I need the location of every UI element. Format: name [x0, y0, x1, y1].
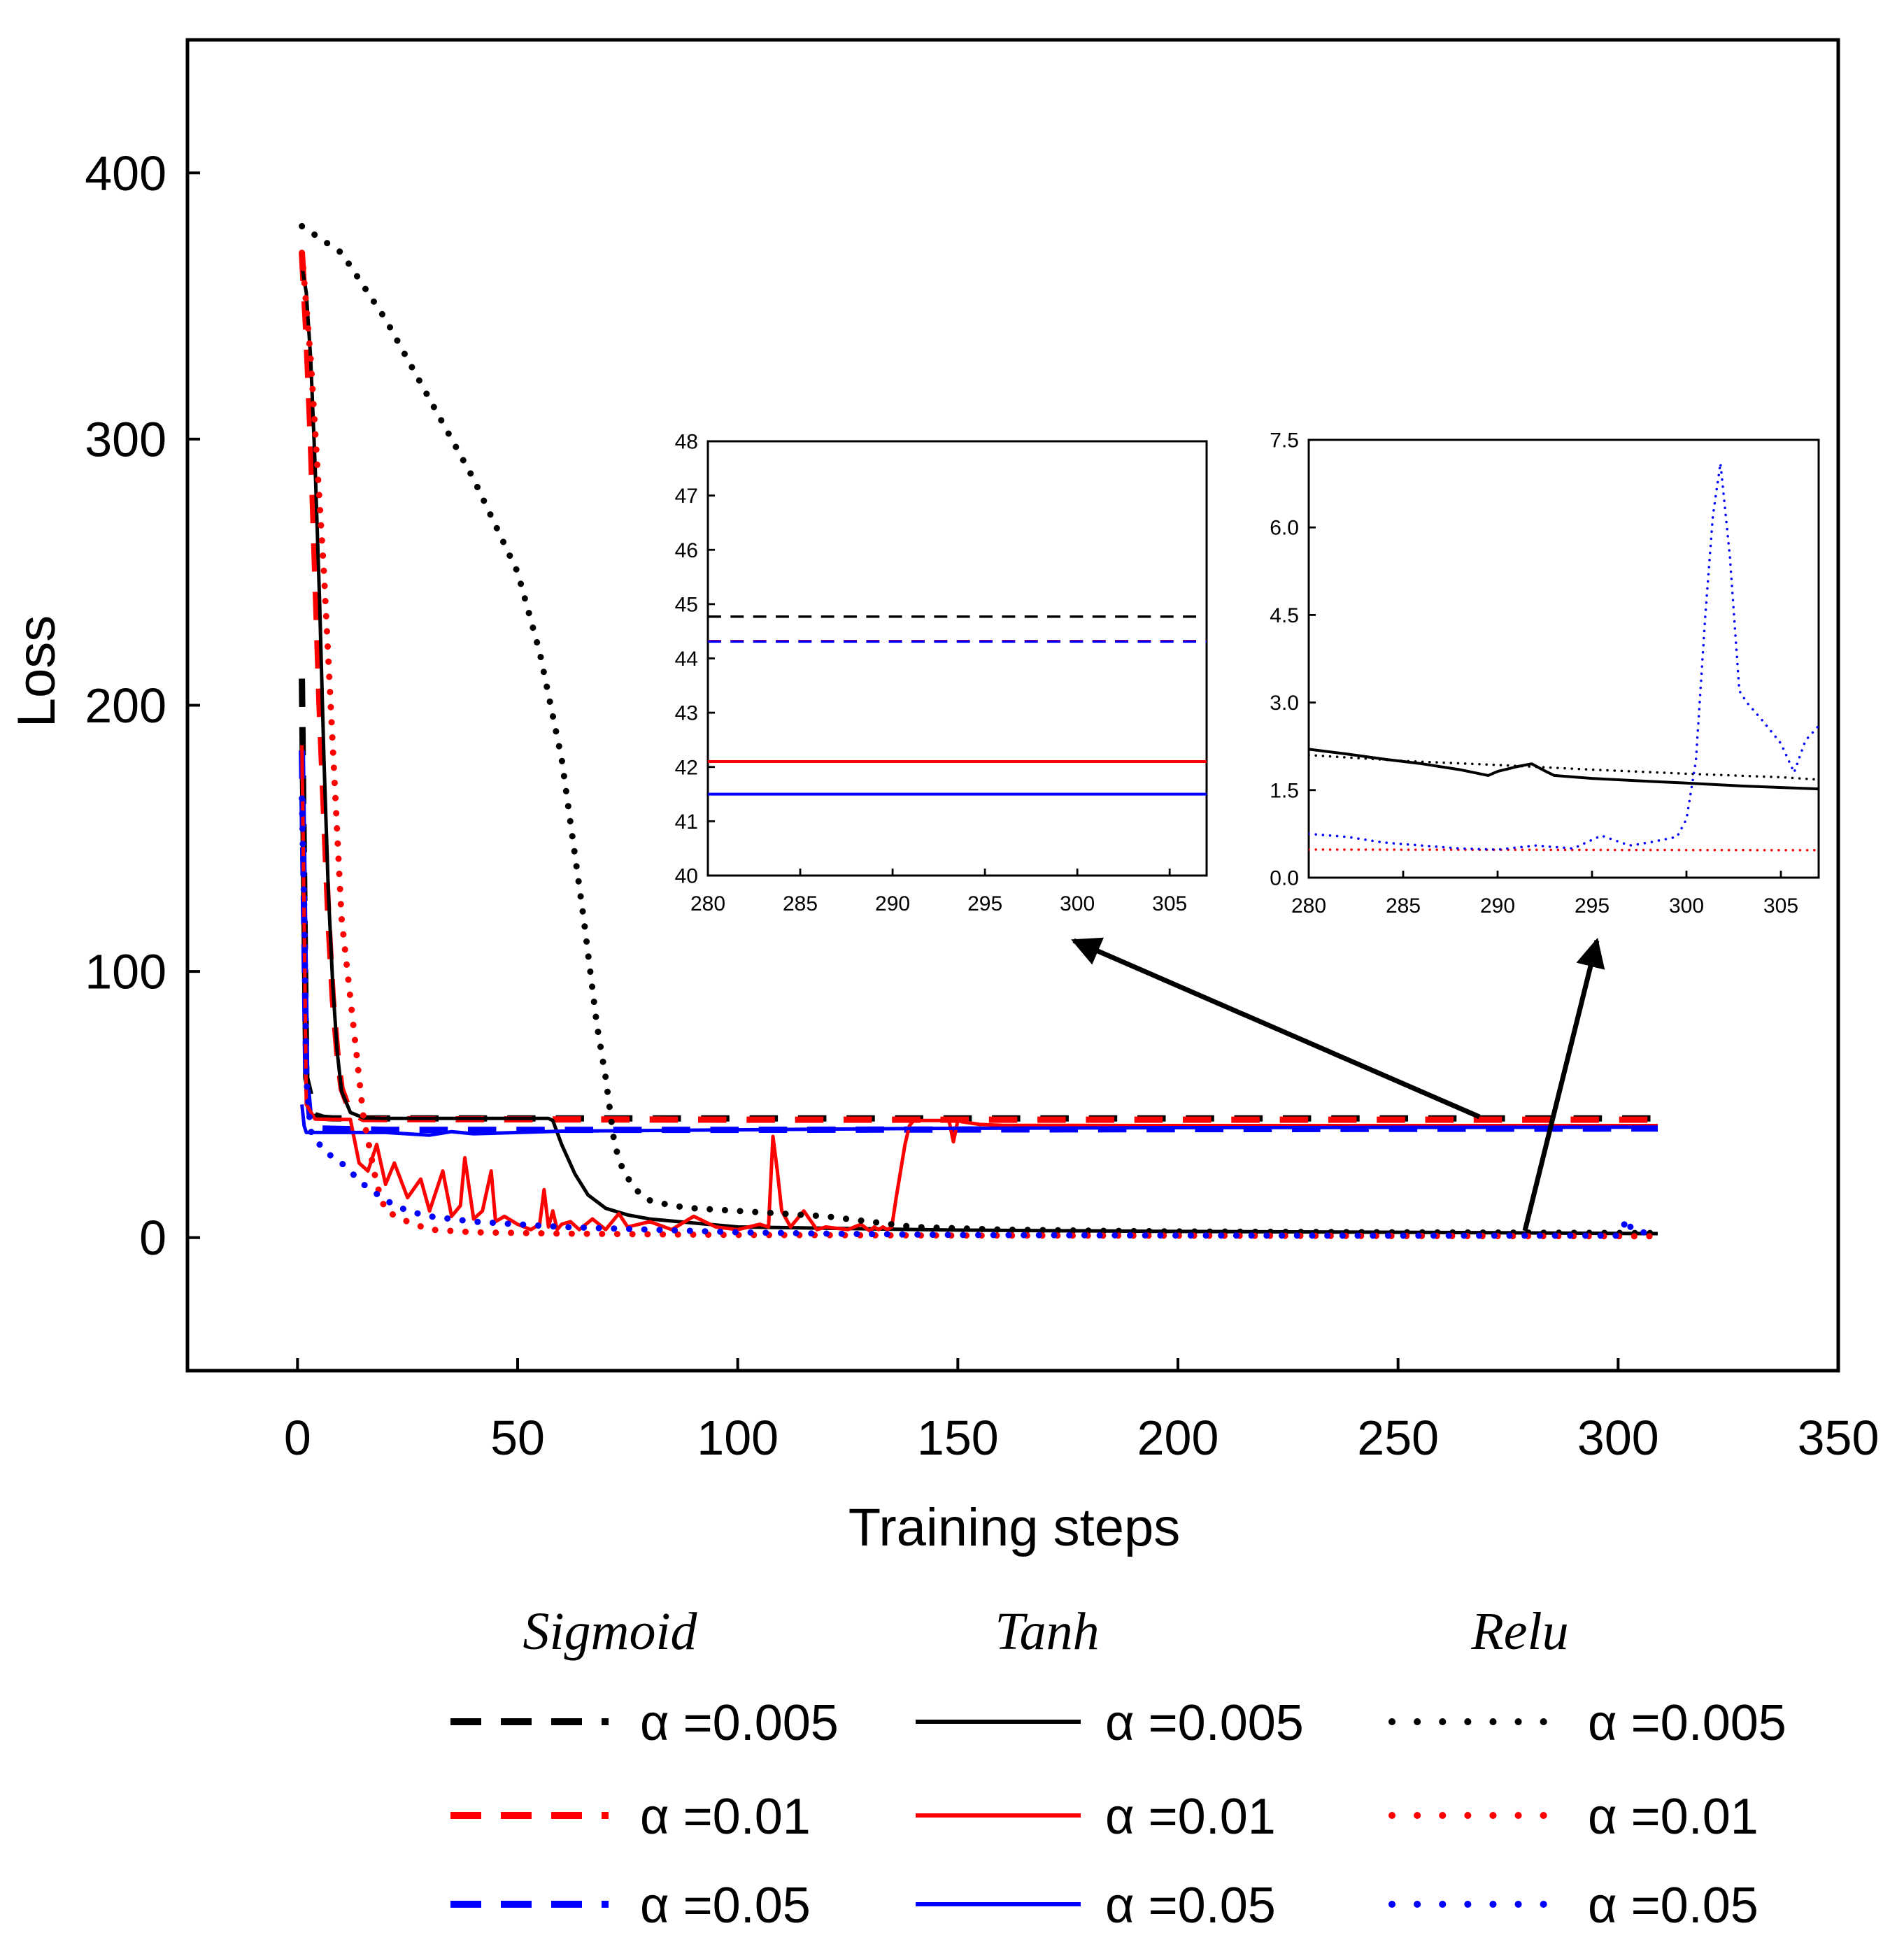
inset2-series-tanh-0.005 [1309, 748, 1819, 791]
legend-label-sigmoid-1: α =0.01 [640, 1789, 811, 1845]
main-axis-ticks: 0 50 100 150 200 250 300 350 0 100 200 300 400 [85, 146, 1879, 1465]
inset2-xtick-label-290: 290 [1480, 894, 1515, 918]
legend-header-tanh: Tanh [995, 1602, 1099, 1661]
main-xtick-label-200: 200 [1137, 1411, 1219, 1465]
inset2-axis-ticks: 280 285 290 295 300 305 0.0 1.5 3.0 4.5 6.0 7.5 [1270, 429, 1798, 918]
inset1-xtick-label-305: 305 [1152, 892, 1187, 915]
inset1-ytick-label-43: 43 [675, 702, 698, 725]
inset1-xtick-label-290: 290 [875, 892, 910, 915]
inset2-ytick-label-1.5: 1.5 [1270, 779, 1299, 802]
main-series-group [299, 222, 1661, 1240]
inset1-ytick-label-47: 47 [675, 485, 698, 508]
inset2-xtick-label-295: 295 [1575, 894, 1610, 918]
legend-header-relu: Relu [1470, 1602, 1568, 1661]
inset1-ytick-label-41: 41 [675, 811, 698, 834]
inset1-xtick-label-295: 295 [967, 892, 1002, 915]
inset2-ytick-label-7.5: 7.5 [1270, 429, 1299, 452]
inset2-xtick-label-285: 285 [1386, 894, 1421, 918]
inset2-ytick-label-4.5: 4.5 [1270, 604, 1299, 627]
legend-header-sigmoid: Sigmoid [523, 1602, 697, 1661]
legend-label-sigmoid-2: α =0.05 [640, 1878, 811, 1934]
main-ytick-label-400: 400 [85, 146, 166, 201]
inset2-xtick-label-280: 280 [1291, 894, 1326, 918]
main-xtick-label-50: 50 [490, 1411, 545, 1465]
inset1-xtick-label-285: 285 [783, 892, 818, 915]
inset1-xtick-label-300: 300 [1060, 892, 1095, 915]
inset2-ytick-label-0: 0.0 [1270, 867, 1299, 890]
inset2-series-relu-0.005 [1309, 753, 1819, 781]
main-ytick-label-0: 0 [139, 1211, 166, 1265]
x-axis-label: Training steps [848, 1498, 1181, 1557]
legend: Sigmoid Tanh Relu α =0.005 α =0.005 α =0… [450, 1602, 1786, 1934]
y-axis-label: Loss [7, 615, 66, 728]
inset1-ytick-label-42: 42 [675, 756, 698, 779]
inset2-ytick-label-3: 3.0 [1270, 692, 1299, 715]
inset1-xtick-label-280: 280 [690, 892, 725, 915]
inset1-ytick-label-45: 45 [675, 593, 698, 616]
inset2-xtick-label-300: 300 [1669, 894, 1704, 918]
main-series-tanh-0.05 [300, 1104, 1658, 1137]
inset1-axis-ticks: 280 285 290 295 300 305 40 41 42 43 44 45 46 47 48 [675, 431, 1188, 916]
inset2-xtick-label-305: 305 [1763, 894, 1798, 918]
main-series-relu-0.01 [299, 250, 1661, 1240]
inset2-frame [1307, 438, 1820, 879]
inset1-ytick-label-44: 44 [675, 648, 698, 671]
main-ytick-label-100: 100 [85, 945, 166, 999]
legend-label-sigmoid-0: α =0.005 [640, 1695, 839, 1751]
legend-label-relu-2: α =0.05 [1588, 1878, 1759, 1934]
main-ytick-label-300: 300 [85, 412, 166, 466]
main-series-relu-0.05 [299, 795, 1661, 1239]
inset1-frame [706, 440, 1208, 877]
main-xtick-label-350: 350 [1798, 1411, 1880, 1465]
inset2-ytick-label-6: 6.0 [1270, 517, 1299, 540]
inset1-ytick-label-48: 48 [675, 431, 698, 454]
legend-label-tanh-1: α =0.01 [1105, 1789, 1276, 1845]
inset2-series-relu-0.05 [1309, 462, 1819, 851]
main-xtick-label-100: 100 [697, 1411, 779, 1465]
main-series-tanh-0.005 [300, 266, 1658, 1236]
main-ytick-label-200: 200 [85, 678, 166, 733]
main-series-relu-0.005 [299, 222, 1661, 1236]
main-xtick-label-0: 0 [284, 1411, 311, 1465]
inset1-ytick-label-46: 46 [675, 539, 698, 562]
inset1-ytick-label-40: 40 [675, 865, 698, 888]
arrow-to-inset2 [1522, 937, 1605, 1232]
legend-label-relu-0: α =0.005 [1588, 1695, 1786, 1751]
inset1-series-group [708, 615, 1207, 796]
legend-label-tanh-2: α =0.05 [1105, 1878, 1276, 1934]
main-xtick-label-250: 250 [1357, 1411, 1439, 1465]
main-xtick-label-300: 300 [1577, 1411, 1659, 1465]
inset2-series-group [1309, 462, 1819, 852]
arrow-to-inset1 [1071, 937, 1481, 1120]
main-series-tanh-0.01 [300, 745, 1658, 1233]
legend-label-relu-1: α =0.01 [1588, 1789, 1759, 1845]
legend-label-tanh-0: α =0.005 [1105, 1695, 1304, 1751]
main-xtick-label-150: 150 [917, 1411, 999, 1465]
